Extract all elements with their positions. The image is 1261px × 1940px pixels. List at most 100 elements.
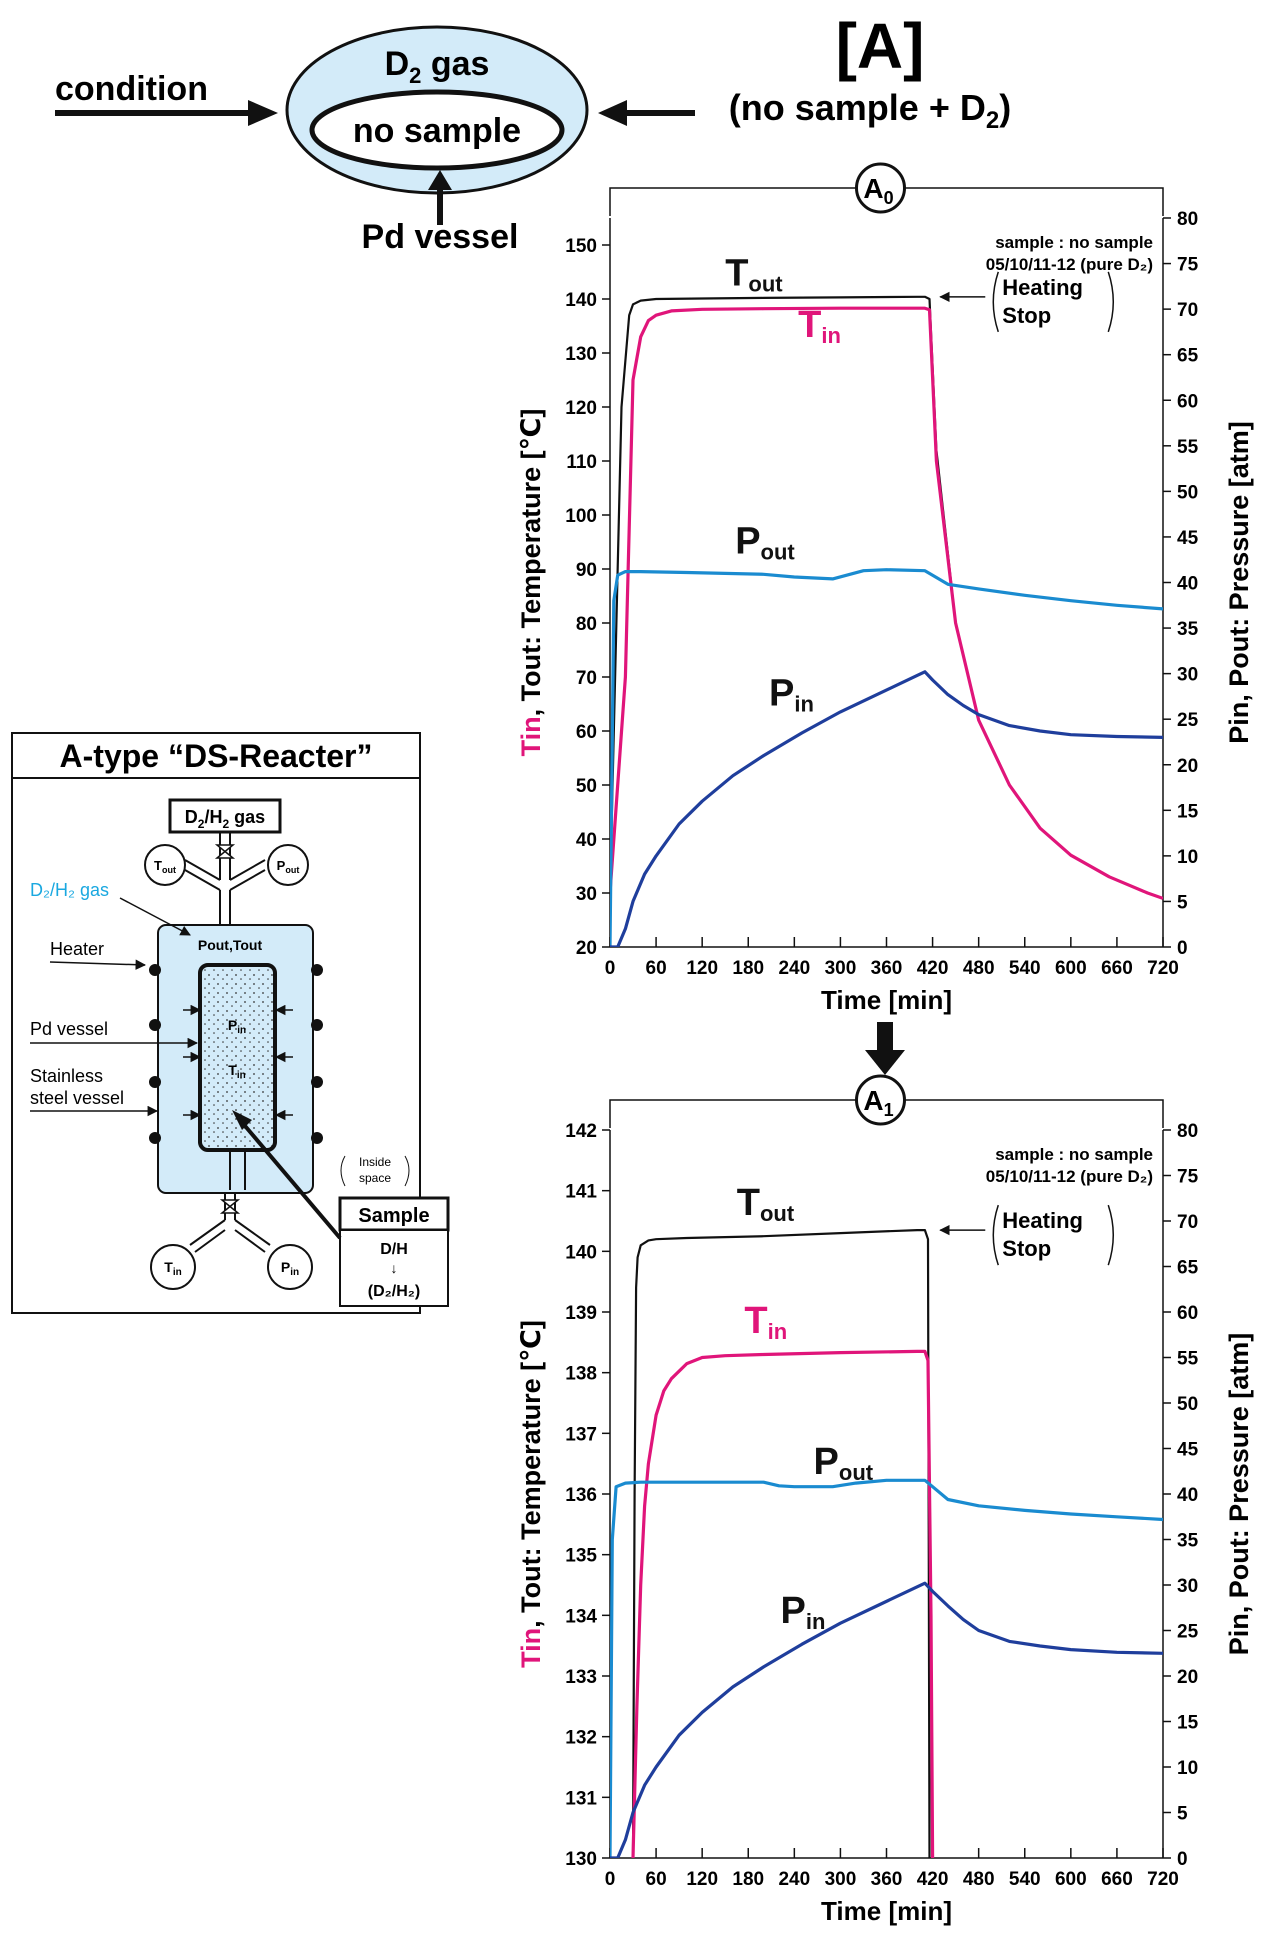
left-axis-title: Tin, Tout: Temperature [℃] — [516, 409, 546, 757]
right-y-tick-label: 50 — [1177, 1394, 1198, 1415]
right-y-tick-label: 0 — [1177, 938, 1188, 959]
right-y-tick-label: 65 — [1177, 346, 1199, 367]
x-tick-label: 0 — [605, 1869, 616, 1890]
left-y-tick-label: 20 — [576, 938, 597, 959]
section-subtitle: (no sample + D2) — [729, 87, 1011, 134]
sample-note: sample : no sample — [995, 1145, 1153, 1164]
chart-badge-label: A0 — [863, 173, 893, 208]
right-y-tick-label: 35 — [1177, 1531, 1199, 1552]
left-y-tick-label: 130 — [565, 1849, 597, 1870]
left-y-tick-label: 90 — [576, 560, 597, 581]
gas-inlet-box — [168, 798, 282, 834]
series-line-tin — [631, 1349, 935, 1858]
right-y-tick-label: 30 — [1177, 665, 1198, 686]
right-y-tick-label: 25 — [1177, 1622, 1199, 1643]
reactor-diagram: A-type “DS-Reacter” D2/H2 gas Tout Pout … — [11, 732, 450, 1314]
right-y-tick-label: 20 — [1177, 1667, 1198, 1688]
right-y-tick-label: 75 — [1177, 1167, 1199, 1188]
series-label-tout: Tout — [737, 1182, 795, 1226]
heating-stop-label-1: Heating — [1002, 275, 1083, 300]
inside-space-label-2: space — [359, 1171, 391, 1185]
pd-vessel-label: Pd vessel — [362, 218, 519, 256]
right-y-tick-label: 50 — [1177, 482, 1198, 503]
x-tick-label: 0 — [605, 958, 616, 979]
left-y-tick-label: 140 — [565, 1242, 597, 1263]
bottom-valve-icon — [219, 1199, 241, 1214]
right-y-tick-label: 60 — [1177, 391, 1198, 412]
pin-gauge-icon — [267, 1244, 313, 1290]
x-tick-label: 720 — [1147, 958, 1179, 979]
series-label-tin: Tin — [744, 1300, 787, 1344]
dh-box — [339, 1229, 449, 1307]
left-y-tick-label: 60 — [576, 722, 597, 743]
sample-pointer — [238, 1118, 342, 1240]
x-tick-label: 60 — [646, 1869, 667, 1890]
right-axis-title: Pin, Pout: Pressure [atm] — [1224, 1333, 1254, 1656]
pd-vessel-side-label: Pd vessel — [30, 1019, 108, 1039]
series-line-tin — [610, 306, 1163, 900]
left-y-tick-label: 80 — [576, 614, 597, 635]
x-tick-label: 600 — [1055, 1869, 1087, 1890]
x-tick-label: 420 — [917, 958, 949, 979]
heating-stop-label-2: Stop — [1002, 303, 1051, 328]
vessel-arrow-head — [428, 170, 452, 190]
between-charts-arrow — [865, 1022, 905, 1075]
right-y-tick-label: 10 — [1177, 1758, 1198, 1779]
right-y-tick-label: 25 — [1177, 710, 1199, 731]
right-y-tick-label: 60 — [1177, 1303, 1198, 1324]
left-y-tick-label: 120 — [565, 398, 597, 419]
right-y-tick-label: 35 — [1177, 619, 1199, 640]
gas-side-pointer — [119, 897, 191, 936]
left-y-tick-label: 139 — [565, 1303, 597, 1324]
chart-badge-label: A1 — [863, 1085, 893, 1120]
gas-inlet-label: D2/H2 gas — [185, 807, 265, 831]
pd-vessel-neck — [229, 1150, 246, 1190]
x-tick-label: 180 — [732, 1869, 764, 1890]
left-y-tick-label: 50 — [576, 776, 597, 797]
right-axis-title: Pin, Pout: Pressure [atm] — [1224, 421, 1254, 744]
x-tick-label: 600 — [1055, 958, 1087, 979]
chart-badge-circle — [855, 1074, 906, 1126]
right-y-tick-label: 5 — [1177, 1804, 1188, 1825]
condition-label: condition — [55, 70, 208, 108]
pd-vessel — [198, 963, 277, 1152]
inner-gas-label: Pout,Tout — [198, 937, 263, 953]
left-y-tick-label: 130 — [565, 344, 597, 365]
x-tick-label: 420 — [917, 1869, 949, 1890]
left-y-tick-label: 135 — [565, 1546, 597, 1567]
series-label-pin: Pin — [769, 673, 814, 717]
sample-box — [338, 1196, 450, 1232]
series-label-pout: Pout — [735, 520, 795, 564]
series-label-tin: Tin — [798, 304, 841, 348]
pout-gauge-icon — [267, 844, 309, 886]
x-tick-label: 660 — [1101, 958, 1133, 979]
x-tick-label: 540 — [1009, 958, 1041, 979]
right-y-tick-label: 40 — [1177, 1485, 1198, 1506]
tout-gauge-icon — [144, 844, 186, 886]
chart-a1: A10 60 120 180 240 300 360 420 480 540 600 660 72013… — [516, 1074, 1254, 1926]
x-tick-label: 240 — [778, 958, 810, 979]
right-y-tick-label: 15 — [1177, 801, 1199, 822]
right-y-tick-label: 45 — [1177, 1440, 1199, 1461]
date-note: 05/10/11-12 (pure D₂) — [986, 255, 1153, 274]
left-axis-title: Tin, Tout: Temperature [℃] — [516, 1320, 546, 1668]
left-y-tick-label: 141 — [565, 1182, 597, 1203]
heat-flow-arrows — [183, 1004, 293, 1121]
chart-a0: A00 60 120 180 240 300 360 420 480 540 600 660 72020… — [516, 162, 1254, 1015]
series-line-pout — [610, 568, 1163, 947]
tout-gauge-label: Tout — [154, 858, 176, 875]
left-y-tick-label: 40 — [576, 830, 597, 851]
left-y-tick-label: 110 — [566, 452, 597, 473]
x-tick-label: 180 — [732, 958, 764, 979]
x-tick-label: 240 — [778, 1869, 810, 1890]
heater-pointer — [49, 959, 147, 970]
left-y-tick-label: 133 — [565, 1667, 597, 1688]
stainless-label-2: steel vessel — [30, 1088, 124, 1108]
heating-stop-bracket-left — [992, 1204, 999, 1266]
right-y-tick-label: 70 — [1177, 1212, 1198, 1233]
x-tick-label: 300 — [825, 958, 857, 979]
left-y-tick-label: 137 — [565, 1424, 597, 1445]
pin-inner-label: Pin — [228, 1017, 246, 1036]
series-line-pin — [610, 1581, 1163, 1858]
right-y-tick-label: 75 — [1177, 255, 1199, 276]
